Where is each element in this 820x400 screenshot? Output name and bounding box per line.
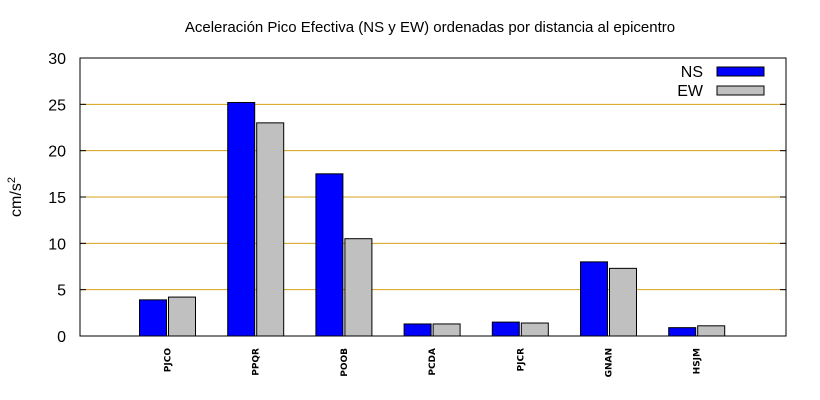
y-axis-ticks: 0 5 10 15 20 25 30 [48,51,786,346]
x-category-label: PCDA [428,348,438,376]
bar-ns-poob [315,173,344,337]
y-tick-label: 10 [48,236,66,253]
legend-swatch-ns [716,66,765,77]
bar-ew-pcda [432,323,461,337]
grid-lines [80,103,786,291]
y-tick-label: 20 [48,144,66,161]
chart-title: Aceleración Pico Efectiva (NS y EW) orde… [185,19,675,36]
bar-ew-pjcr [520,322,549,337]
y-tick-label: 30 [48,51,66,68]
x-category-label: PPQR [252,348,262,376]
legend-label-ns: NS [681,64,703,81]
legend-label-ew: EW [677,83,704,100]
y-axis-label-text: cm/s [8,183,25,217]
bar-ns-pjcr [491,321,520,337]
bar-ns-pjco [139,299,167,337]
bar-ew-ppqr [256,122,285,337]
y-axis-label-exponent: 2 [6,177,18,183]
y-tick-label: 0 [57,329,66,346]
bar-ew-poob [344,238,373,337]
bar-ns-pcda [403,323,432,337]
x-axis-categories: PJCO PPQR POOB PCDA PJCR GNAN HSJM [164,348,703,378]
bar-ew-hsjm [697,325,726,337]
y-tick-label: 25 [48,97,66,114]
y-tick-label: 15 [48,190,66,207]
bar-ns-gnan [580,261,608,337]
y-tick-label: 5 [57,283,66,300]
x-category-label: PJCO [164,348,174,373]
x-category-label: HSJM [693,348,703,374]
bar-ns-ppqr [227,101,256,337]
x-category-label: GNAN [605,348,615,377]
bars [139,101,726,337]
x-category-label: PJCR [516,348,526,372]
legend-swatch-ew [716,85,765,96]
x-category-label: POOB [340,348,350,377]
bar-ew-pjco [168,296,196,337]
legend: NS EW [677,64,765,100]
bar-ew-gnan [609,267,637,337]
bar-ns-hsjm [668,327,697,337]
y-axis-label: cm/s2 [6,177,25,217]
